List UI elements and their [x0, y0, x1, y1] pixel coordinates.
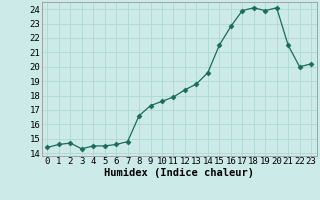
- X-axis label: Humidex (Indice chaleur): Humidex (Indice chaleur): [104, 168, 254, 178]
